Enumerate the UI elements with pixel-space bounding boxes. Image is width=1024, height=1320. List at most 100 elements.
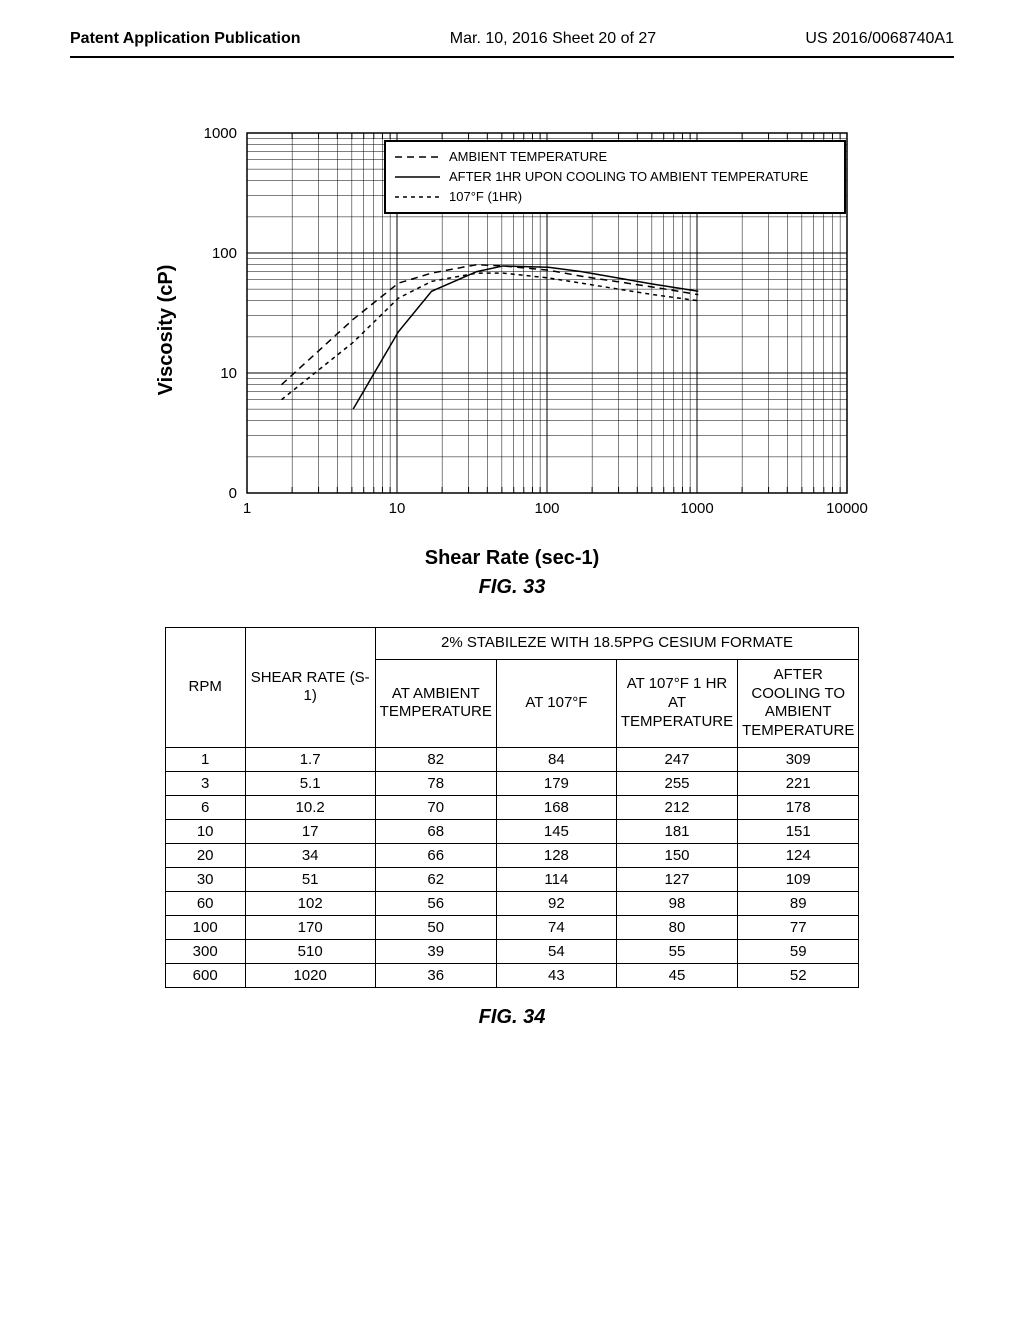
table-cell: 80: [616, 915, 737, 939]
y-tick: 0: [229, 485, 237, 502]
table-head: RPM SHEAR RATE (S-1) 2% STABILEZE WITH 1…: [165, 628, 859, 748]
table-cell: 127: [616, 867, 737, 891]
legend-label: AMBIENT TEMPERATURE: [449, 149, 608, 164]
table-cell: 52: [738, 963, 859, 987]
y-tick: 100: [212, 245, 237, 262]
table-cell: 10: [165, 819, 245, 843]
table-cell: 151: [738, 819, 859, 843]
x-tick: 100: [534, 500, 559, 517]
x-tick: 1000: [680, 500, 713, 517]
series-after_cooling: [353, 266, 698, 409]
table-cell: 255: [616, 771, 737, 795]
figure-34-caption: FIG. 34: [95, 1006, 929, 1029]
chart-legend: AMBIENT TEMPERATURE AFTER 1HR UPON COOLIN…: [385, 141, 845, 213]
chart-svg: Viscosity (cP) AMBIENT TEMPERATURE AFTER …: [152, 118, 872, 543]
table-cell: 109: [738, 867, 859, 891]
x-tick: 10: [389, 500, 406, 517]
table-cell: 43: [496, 963, 616, 987]
table-cell: 92: [496, 891, 616, 915]
y-tick-labels: 0101001000: [204, 125, 237, 502]
table-cell: 36: [375, 963, 496, 987]
table-cell: 60: [165, 891, 245, 915]
table-cell: 55: [616, 939, 737, 963]
table-header-row-1: RPM SHEAR RATE (S-1) 2% STABILEZE WITH 1…: [165, 628, 859, 660]
table-cell: 178: [738, 795, 859, 819]
table-cell: 114: [496, 867, 616, 891]
data-table: RPM SHEAR RATE (S-1) 2% STABILEZE WITH 1…: [165, 627, 860, 988]
table-cell: 34: [245, 843, 375, 867]
viscosity-chart: Viscosity (cP) AMBIENT TEMPERATURE AFTER …: [152, 118, 872, 599]
table-cell: 54: [496, 939, 616, 963]
table-cell: 78: [375, 771, 496, 795]
table-cell: 89: [738, 891, 859, 915]
table-row: 203466128150124: [165, 843, 859, 867]
page-header: Patent Application Publication Mar. 10, …: [0, 0, 1024, 56]
table-cell: 10.2: [245, 795, 375, 819]
table-cell: 1.7: [245, 747, 375, 771]
col-rpm-header: RPM: [165, 628, 245, 748]
table-cell: 6: [165, 795, 245, 819]
table-cell: 39: [375, 939, 496, 963]
col-after-cooling-header: AFTER COOLING TO AMBIENT TEMPERATURE: [738, 659, 859, 747]
table-title-span: 2% STABILEZE WITH 18.5PPG CESIUM FORMATE: [375, 628, 859, 660]
x-tick-labels: 1 10 100 1000 10000: [243, 500, 868, 517]
table-cell: 181: [616, 819, 737, 843]
table-cell: 600: [165, 963, 245, 987]
table-cell: 212: [616, 795, 737, 819]
table-cell: 20: [165, 843, 245, 867]
y-tick: 10: [220, 365, 237, 382]
table-cell: 56: [375, 891, 496, 915]
series-ambient: [282, 265, 699, 385]
table-cell: 98: [616, 891, 737, 915]
table-cell: 1: [165, 747, 245, 771]
x-axis-label: Shear Rate (sec-1): [152, 547, 872, 570]
table-cell: 84: [496, 747, 616, 771]
table-cell: 1020: [245, 963, 375, 987]
table-cell: 150: [616, 843, 737, 867]
table-cell: 17: [245, 819, 375, 843]
table-cell: 50: [375, 915, 496, 939]
table-cell: 100: [165, 915, 245, 939]
col-107f-1hr-header: AT 107°F 1 HR AT TEMPERATURE: [616, 659, 737, 747]
table-cell: 30: [165, 867, 245, 891]
legend-label: AFTER 1HR UPON COOLING TO AMBIENT TEMPER…: [449, 169, 809, 184]
figure-33-caption: FIG. 33: [152, 576, 872, 599]
table-row: 6010256929889: [165, 891, 859, 915]
table-cell: 5.1: [245, 771, 375, 795]
table-body: 11.7828424730935.178179255221610.2701682…: [165, 747, 859, 987]
table-cell: 309: [738, 747, 859, 771]
table-cell: 221: [738, 771, 859, 795]
table-cell: 510: [245, 939, 375, 963]
table-cell: 68: [375, 819, 496, 843]
table-cell: 145: [496, 819, 616, 843]
col-ambient-header: AT AMBIENT TEMPERATURE: [375, 659, 496, 747]
table-cell: 102: [245, 891, 375, 915]
table-row: 600102036434552: [165, 963, 859, 987]
col-107f-header: AT 107°F: [496, 659, 616, 747]
header-left: Patent Application Publication: [70, 30, 301, 48]
y-axis-label: Viscosity (cP): [155, 265, 177, 396]
content-area: Viscosity (cP) AMBIENT TEMPERATURE AFTER …: [0, 58, 1024, 1029]
table-cell: 170: [245, 915, 375, 939]
col-shear-header: SHEAR RATE (S-1): [245, 628, 375, 748]
table-cell: 62: [375, 867, 496, 891]
table-cell: 3: [165, 771, 245, 795]
series-107f_1hr: [282, 273, 699, 400]
table-cell: 74: [496, 915, 616, 939]
header-right: US 2016/0068740A1: [805, 30, 954, 48]
table-cell: 77: [738, 915, 859, 939]
x-tick: 1: [243, 500, 251, 517]
col-shear-text: SHEAR RATE (S-1): [251, 669, 370, 705]
table-row: 30051039545559: [165, 939, 859, 963]
table-cell: 247: [616, 747, 737, 771]
table-cell: 66: [375, 843, 496, 867]
table-cell: 300: [165, 939, 245, 963]
table-cell: 59: [738, 939, 859, 963]
table-cell: 45: [616, 963, 737, 987]
x-tick: 10000: [826, 500, 868, 517]
table-row: 305162114127109: [165, 867, 859, 891]
table-row: 10017050748077: [165, 915, 859, 939]
plot-area: AMBIENT TEMPERATURE AFTER 1HR UPON COOLIN…: [247, 133, 847, 493]
table-cell: 124: [738, 843, 859, 867]
table-row: 11.78284247309: [165, 747, 859, 771]
